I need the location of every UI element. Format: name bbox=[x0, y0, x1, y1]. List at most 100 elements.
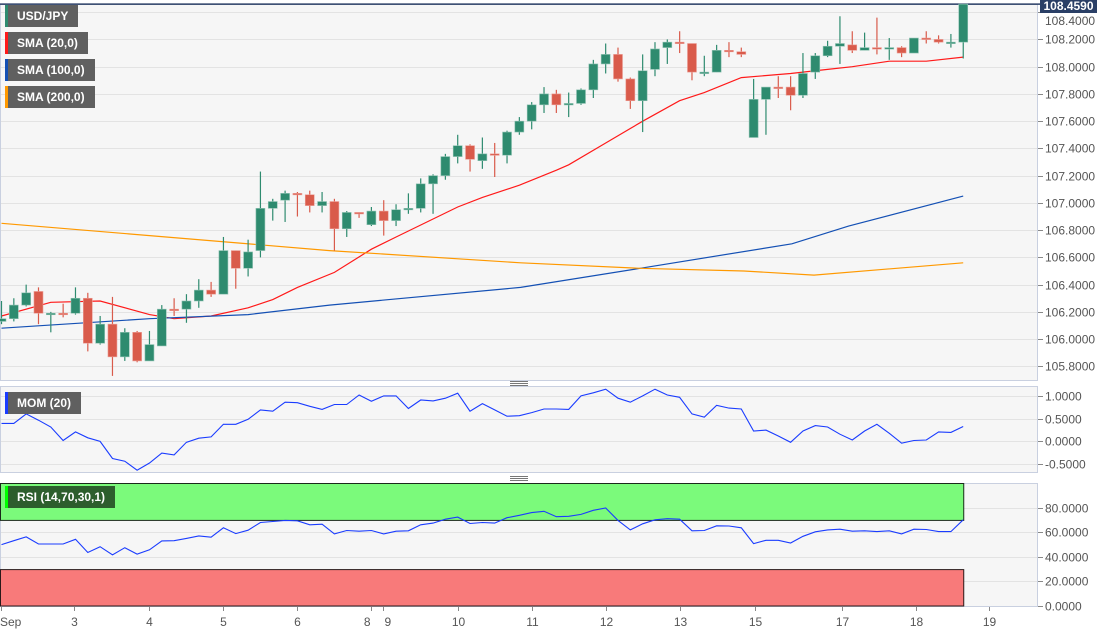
candle-body-bullish[interactable] bbox=[243, 251, 253, 269]
time-axis-label: 10 bbox=[452, 615, 466, 629]
price-axis-label: 107.0000 bbox=[1045, 197, 1095, 211]
time-axis-label: 19 bbox=[983, 615, 997, 629]
candle-body-bearish[interactable] bbox=[896, 47, 907, 54]
candle-body-bearish[interactable] bbox=[773, 86, 784, 89]
candle-body-bullish[interactable] bbox=[156, 308, 167, 347]
candle-body-bullish[interactable] bbox=[317, 201, 327, 206]
candle-body-bearish[interactable] bbox=[724, 50, 734, 53]
candle-body-bearish[interactable] bbox=[83, 297, 93, 344]
time-axis-label: 15 bbox=[749, 615, 763, 629]
candle-body-bearish[interactable] bbox=[687, 43, 697, 73]
candle-body-bullish[interactable] bbox=[144, 344, 155, 362]
candle-body-bullish[interactable] bbox=[600, 54, 611, 65]
candle-body-bullish[interactable] bbox=[958, 3, 969, 43]
candle-body-bullish[interactable] bbox=[798, 73, 808, 96]
rsi-overbought-band bbox=[0, 483, 965, 521]
candle-body-bearish[interactable] bbox=[33, 291, 44, 314]
candle-body-bullish[interactable] bbox=[637, 70, 648, 102]
candle-body-bullish[interactable] bbox=[0, 318, 7, 322]
time-axis-label: 17 bbox=[836, 615, 850, 629]
candle-body-bullish[interactable] bbox=[526, 104, 537, 122]
candle-body-bearish[interactable] bbox=[292, 193, 303, 196]
legend-color-swatch bbox=[5, 86, 8, 108]
price-axis-label: 105.8000 bbox=[1045, 360, 1095, 374]
candle-body-bullish[interactable] bbox=[822, 45, 833, 57]
candle-body-bullish[interactable] bbox=[428, 175, 438, 185]
candle-body-bearish[interactable] bbox=[625, 78, 636, 102]
candle-body-bearish[interactable] bbox=[613, 54, 623, 80]
candle-body-bearish[interactable] bbox=[465, 145, 475, 160]
candle-body-bearish[interactable] bbox=[230, 250, 241, 269]
candle-body-bullish[interactable] bbox=[193, 289, 204, 302]
candle-body-bearish[interactable] bbox=[847, 44, 858, 51]
rsi-axis-label: 60.0000 bbox=[1045, 526, 1089, 540]
candle-body-bullish[interactable] bbox=[218, 250, 229, 295]
candle-body-bullish[interactable] bbox=[46, 312, 56, 316]
candle-body-bullish[interactable] bbox=[21, 292, 31, 306]
legend-sma-100[interactable]: SMA (100,0) bbox=[5, 59, 95, 81]
candle-body-bullish[interactable] bbox=[477, 153, 488, 161]
candle-body-bullish[interactable] bbox=[502, 131, 512, 156]
candle-body-bullish[interactable] bbox=[9, 304, 19, 319]
candle-body-bullish[interactable] bbox=[391, 209, 401, 221]
candle-body-bullish[interactable] bbox=[859, 47, 870, 51]
candle-body-bullish[interactable] bbox=[341, 212, 352, 230]
candle-body-bearish[interactable] bbox=[354, 212, 364, 215]
candle-body-bearish[interactable] bbox=[785, 86, 796, 96]
candle-body-bullish[interactable] bbox=[539, 93, 549, 106]
legend-momentum[interactable]: MOM (20) bbox=[5, 392, 81, 414]
rsi-axis-label: 0.0000 bbox=[1045, 600, 1082, 614]
candle-body-bullish[interactable] bbox=[748, 99, 759, 138]
legend-usdjpy[interactable]: USD/JPY bbox=[5, 5, 79, 27]
candle-body-bullish[interactable] bbox=[909, 37, 919, 54]
candle-body-bullish[interactable] bbox=[563, 103, 574, 106]
candle-body-bearish[interactable] bbox=[169, 308, 179, 311]
candle-body-bearish[interactable] bbox=[674, 41, 685, 44]
candle-body-bearish[interactable] bbox=[329, 201, 340, 230]
price-axis-label: 108.2000 bbox=[1045, 33, 1095, 47]
candle-body-bullish[interactable] bbox=[884, 47, 895, 50]
candle-body-bearish[interactable] bbox=[872, 47, 882, 50]
candle-body-bearish[interactable] bbox=[921, 37, 932, 40]
candle-body-bullish[interactable] bbox=[267, 201, 278, 209]
candle-body-bearish[interactable] bbox=[206, 289, 216, 295]
candle-body-bullish[interactable] bbox=[699, 71, 710, 74]
candle-body-bullish[interactable] bbox=[514, 120, 525, 133]
candle-body-bullish[interactable] bbox=[255, 208, 266, 251]
candle-body-bullish[interactable] bbox=[576, 89, 586, 104]
candle-body-bearish[interactable] bbox=[304, 194, 315, 206]
candle-body-bullish[interactable] bbox=[366, 210, 377, 225]
candle-body-bullish[interactable] bbox=[120, 332, 130, 358]
candle-body-bullish[interactable] bbox=[280, 193, 290, 201]
legend-rsi[interactable]: RSI (14,70,30,1) bbox=[5, 486, 116, 508]
candle-body-bullish[interactable] bbox=[588, 63, 599, 91]
legend-sma-20[interactable]: SMA (20,0) bbox=[5, 32, 88, 54]
candle-body-bullish[interactable] bbox=[181, 300, 192, 310]
candle-body-bullish[interactable] bbox=[810, 55, 821, 73]
candle-body-bearish[interactable] bbox=[378, 210, 389, 221]
legend-sma-200[interactable]: SMA (200,0) bbox=[5, 86, 95, 108]
candle-body-bullish[interactable] bbox=[650, 48, 660, 70]
candle-body-bearish[interactable] bbox=[551, 93, 562, 106]
candle-body-bullish[interactable] bbox=[761, 86, 771, 100]
candle-body-bullish[interactable] bbox=[70, 297, 81, 314]
candle-body-bearish[interactable] bbox=[58, 312, 68, 316]
legend-label: SMA (20,0) bbox=[17, 36, 78, 50]
candle-body-bullish[interactable] bbox=[711, 50, 722, 73]
candle-body-bearish[interactable] bbox=[933, 39, 944, 43]
candle-body-bearish[interactable] bbox=[489, 153, 500, 156]
candle-body-bearish[interactable] bbox=[107, 323, 118, 358]
candle-body-bullish[interactable] bbox=[440, 156, 451, 176]
candle-body-bullish[interactable] bbox=[95, 323, 105, 344]
candle-body-bullish[interactable] bbox=[403, 208, 414, 211]
mom-axis-label: 1.0000 bbox=[1045, 390, 1082, 404]
candle-body-bullish[interactable] bbox=[452, 145, 463, 157]
candle-body-bullish[interactable] bbox=[946, 41, 956, 44]
price-axis-label: 106.4000 bbox=[1045, 279, 1095, 293]
candle-body-bullish[interactable] bbox=[662, 41, 673, 48]
candle-body-bearish[interactable] bbox=[736, 51, 747, 55]
candle-body-bearish[interactable] bbox=[132, 332, 142, 362]
candle-body-bullish[interactable] bbox=[415, 183, 426, 209]
candle-body-bullish[interactable] bbox=[835, 43, 845, 47]
